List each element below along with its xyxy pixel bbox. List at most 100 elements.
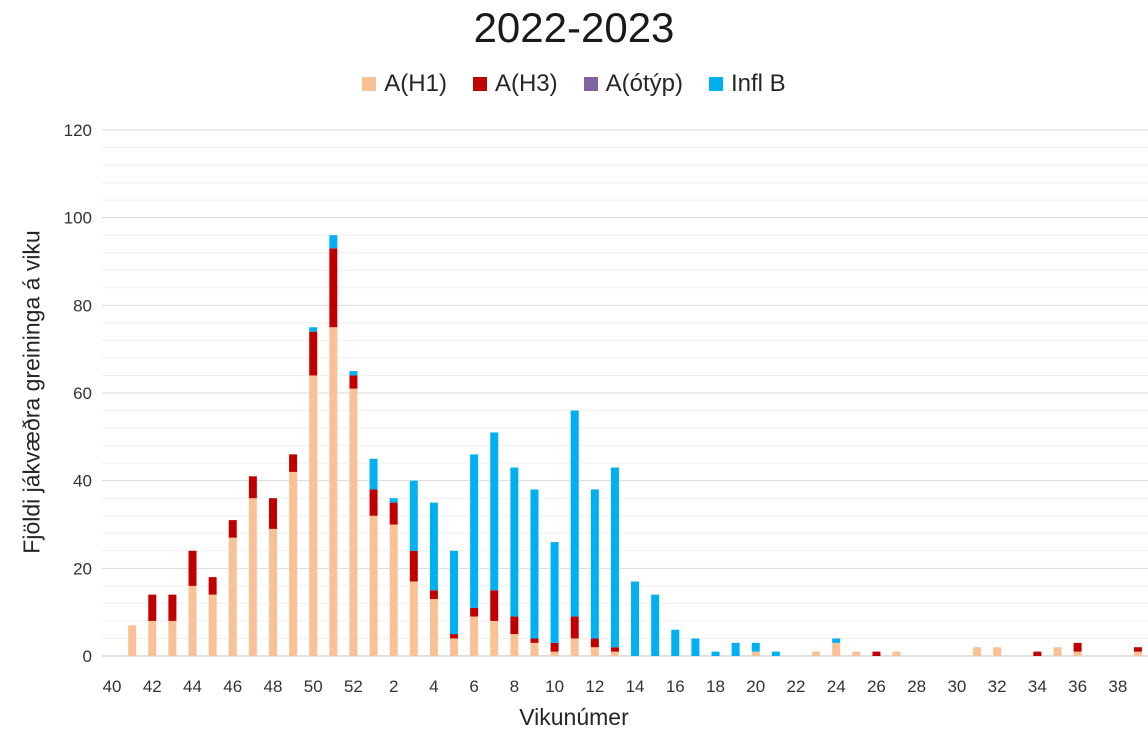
bar-segment-infl-b-week-14 — [631, 581, 640, 656]
legend-item-h1: A(H1) — [362, 70, 447, 98]
bar-segment-infl-b-week-17 — [691, 638, 700, 656]
bar-segment-infl-b-week-5 — [450, 550, 459, 635]
x-tick-label: 14 — [626, 677, 645, 696]
bar-segment-infl-b-week-7 — [490, 432, 499, 591]
x-tick-label: 8 — [510, 677, 519, 696]
x-tick-label: 36 — [1068, 677, 1087, 696]
bar-segment-h1-week-42 — [148, 620, 157, 656]
bar-segment-h1-week-4 — [429, 599, 438, 656]
bar-segment-h1-week-36 — [1073, 651, 1082, 656]
x-tick-label: 24 — [827, 677, 846, 696]
bar-segment-h3-week-47 — [248, 476, 257, 499]
bar-segment-h3-week-46 — [228, 520, 237, 538]
y-axis-label: Fjöldi jákvæðra greininga á viku — [18, 230, 45, 554]
y-tick-label: 100 — [64, 209, 92, 228]
x-tick-label: 48 — [264, 677, 283, 696]
y-tick-label: 120 — [64, 121, 92, 140]
x-tick-label: 50 — [304, 677, 323, 696]
bar-segment-infl-b-week-15 — [651, 594, 660, 656]
bar-segment-h3-week-11 — [570, 616, 579, 639]
bar-segment-h3-week-36 — [1073, 642, 1082, 652]
bar-segment-h1-week-44 — [188, 585, 197, 656]
bar-segment-h3-week-51 — [329, 248, 338, 328]
x-tick-label: 34 — [1028, 677, 1047, 696]
bar-segment-h3-week-26 — [872, 651, 881, 656]
bar-segment-infl-b-week-13 — [610, 467, 619, 648]
bar-segment-h1-week-24 — [832, 642, 841, 656]
bar-segment-infl-b-week-20 — [751, 642, 760, 652]
bar-segment-h1-week-20 — [751, 651, 760, 656]
bar-segment-h3-week-42 — [148, 594, 157, 621]
bar-segment-infl-b-week-50 — [309, 327, 318, 332]
x-tick-label: 30 — [947, 677, 966, 696]
x-axis-label: Vikunúmer — [519, 704, 629, 730]
bar-segment-infl-b-week-2 — [389, 498, 398, 503]
bar-segment-h3-week-8 — [510, 616, 519, 635]
legend-swatch-infl-b — [709, 77, 723, 91]
bar-segment-infl-b-week-9 — [530, 489, 539, 639]
bar-segment-h1-week-46 — [228, 537, 237, 656]
legend-swatch-untyped — [583, 77, 598, 91]
bar-segment-h3-week-7 — [490, 590, 499, 621]
x-tick-label: 12 — [585, 677, 604, 696]
legend-label-untyped: A(ótýp) — [605, 70, 683, 97]
bar-segment-infl-b-week-18 — [711, 651, 720, 656]
bar-segment-h1-week-5 — [450, 638, 459, 656]
bar-segment-h1-week-13 — [610, 651, 619, 656]
bar-segment-h1-week-3 — [409, 581, 418, 656]
bar-segment-infl-b-week-1 — [369, 458, 378, 490]
bar-segment-h1-week-39 — [1133, 651, 1142, 656]
bar-segment-h1-week-12 — [590, 647, 599, 656]
bar-segment-h3-week-43 — [168, 594, 177, 621]
bar-segment-h1-week-45 — [208, 594, 217, 656]
bar-segment-infl-b-week-10 — [550, 542, 559, 643]
x-tick-label: 52 — [344, 677, 363, 696]
bar-segment-h1-week-8 — [510, 634, 519, 656]
legend: A(H1) A(H3) A(ótýp) Infl B — [0, 70, 1148, 98]
bar-segment-infl-b-week-21 — [771, 651, 780, 656]
legend-swatch-h1 — [362, 77, 377, 91]
x-tick-label: 38 — [1108, 677, 1127, 696]
bar-segment-h1-week-23 — [812, 651, 821, 656]
x-tick-label: 20 — [746, 677, 765, 696]
bar-segment-h3-week-50 — [309, 331, 318, 376]
x-tick-label: 10 — [545, 677, 564, 696]
x-tick-label: 40 — [103, 677, 122, 696]
x-tick-label: 32 — [988, 677, 1007, 696]
legend-item-h3: A(H3) — [472, 70, 558, 98]
bar-segment-h3-week-1 — [369, 489, 378, 516]
x-tick-label: 16 — [666, 677, 685, 696]
bar-segment-infl-b-week-51 — [329, 235, 338, 249]
x-tick-label: 6 — [469, 677, 478, 696]
bar-segment-h3-week-52 — [349, 375, 358, 389]
bar-segment-h3-week-10 — [550, 642, 559, 652]
bar-segment-h1-week-6 — [470, 616, 479, 656]
legend-label-h1: A(H1) — [384, 70, 447, 97]
bar-segment-h3-week-12 — [590, 638, 599, 648]
bar-segment-h1-week-2 — [389, 524, 398, 656]
bar-segment-h1-week-31 — [973, 647, 982, 656]
chart-title: 2022-2023 — [473, 4, 675, 51]
x-tick-label: 2 — [389, 677, 398, 696]
y-tick-label: 40 — [73, 472, 92, 491]
x-tick-label: 42 — [143, 677, 162, 696]
y-tick-label: 60 — [73, 384, 92, 403]
y-tick-label: 0 — [83, 647, 92, 666]
bar-segment-h3-week-49 — [289, 454, 298, 472]
bar-segment-h1-week-35 — [1053, 647, 1062, 656]
bar-segment-h1-week-48 — [268, 528, 277, 656]
y-tick-label: 80 — [73, 296, 92, 315]
bar-segment-h3-week-39 — [1133, 647, 1142, 652]
bar-segment-h1-week-49 — [289, 471, 298, 656]
bar-segment-h1-week-32 — [993, 647, 1002, 656]
x-tick-label: 46 — [223, 677, 242, 696]
y-tick-label: 20 — [73, 559, 92, 578]
bar-segment-infl-b-week-24 — [832, 638, 841, 643]
bar-segment-infl-b-week-52 — [349, 371, 358, 376]
legend-item-infl-b: Infl B — [709, 70, 786, 98]
bar-segment-infl-b-week-12 — [590, 489, 599, 639]
x-tick-label: 28 — [907, 677, 926, 696]
legend-swatch-h3 — [472, 77, 487, 91]
bar-segment-h3-week-4 — [429, 590, 438, 600]
